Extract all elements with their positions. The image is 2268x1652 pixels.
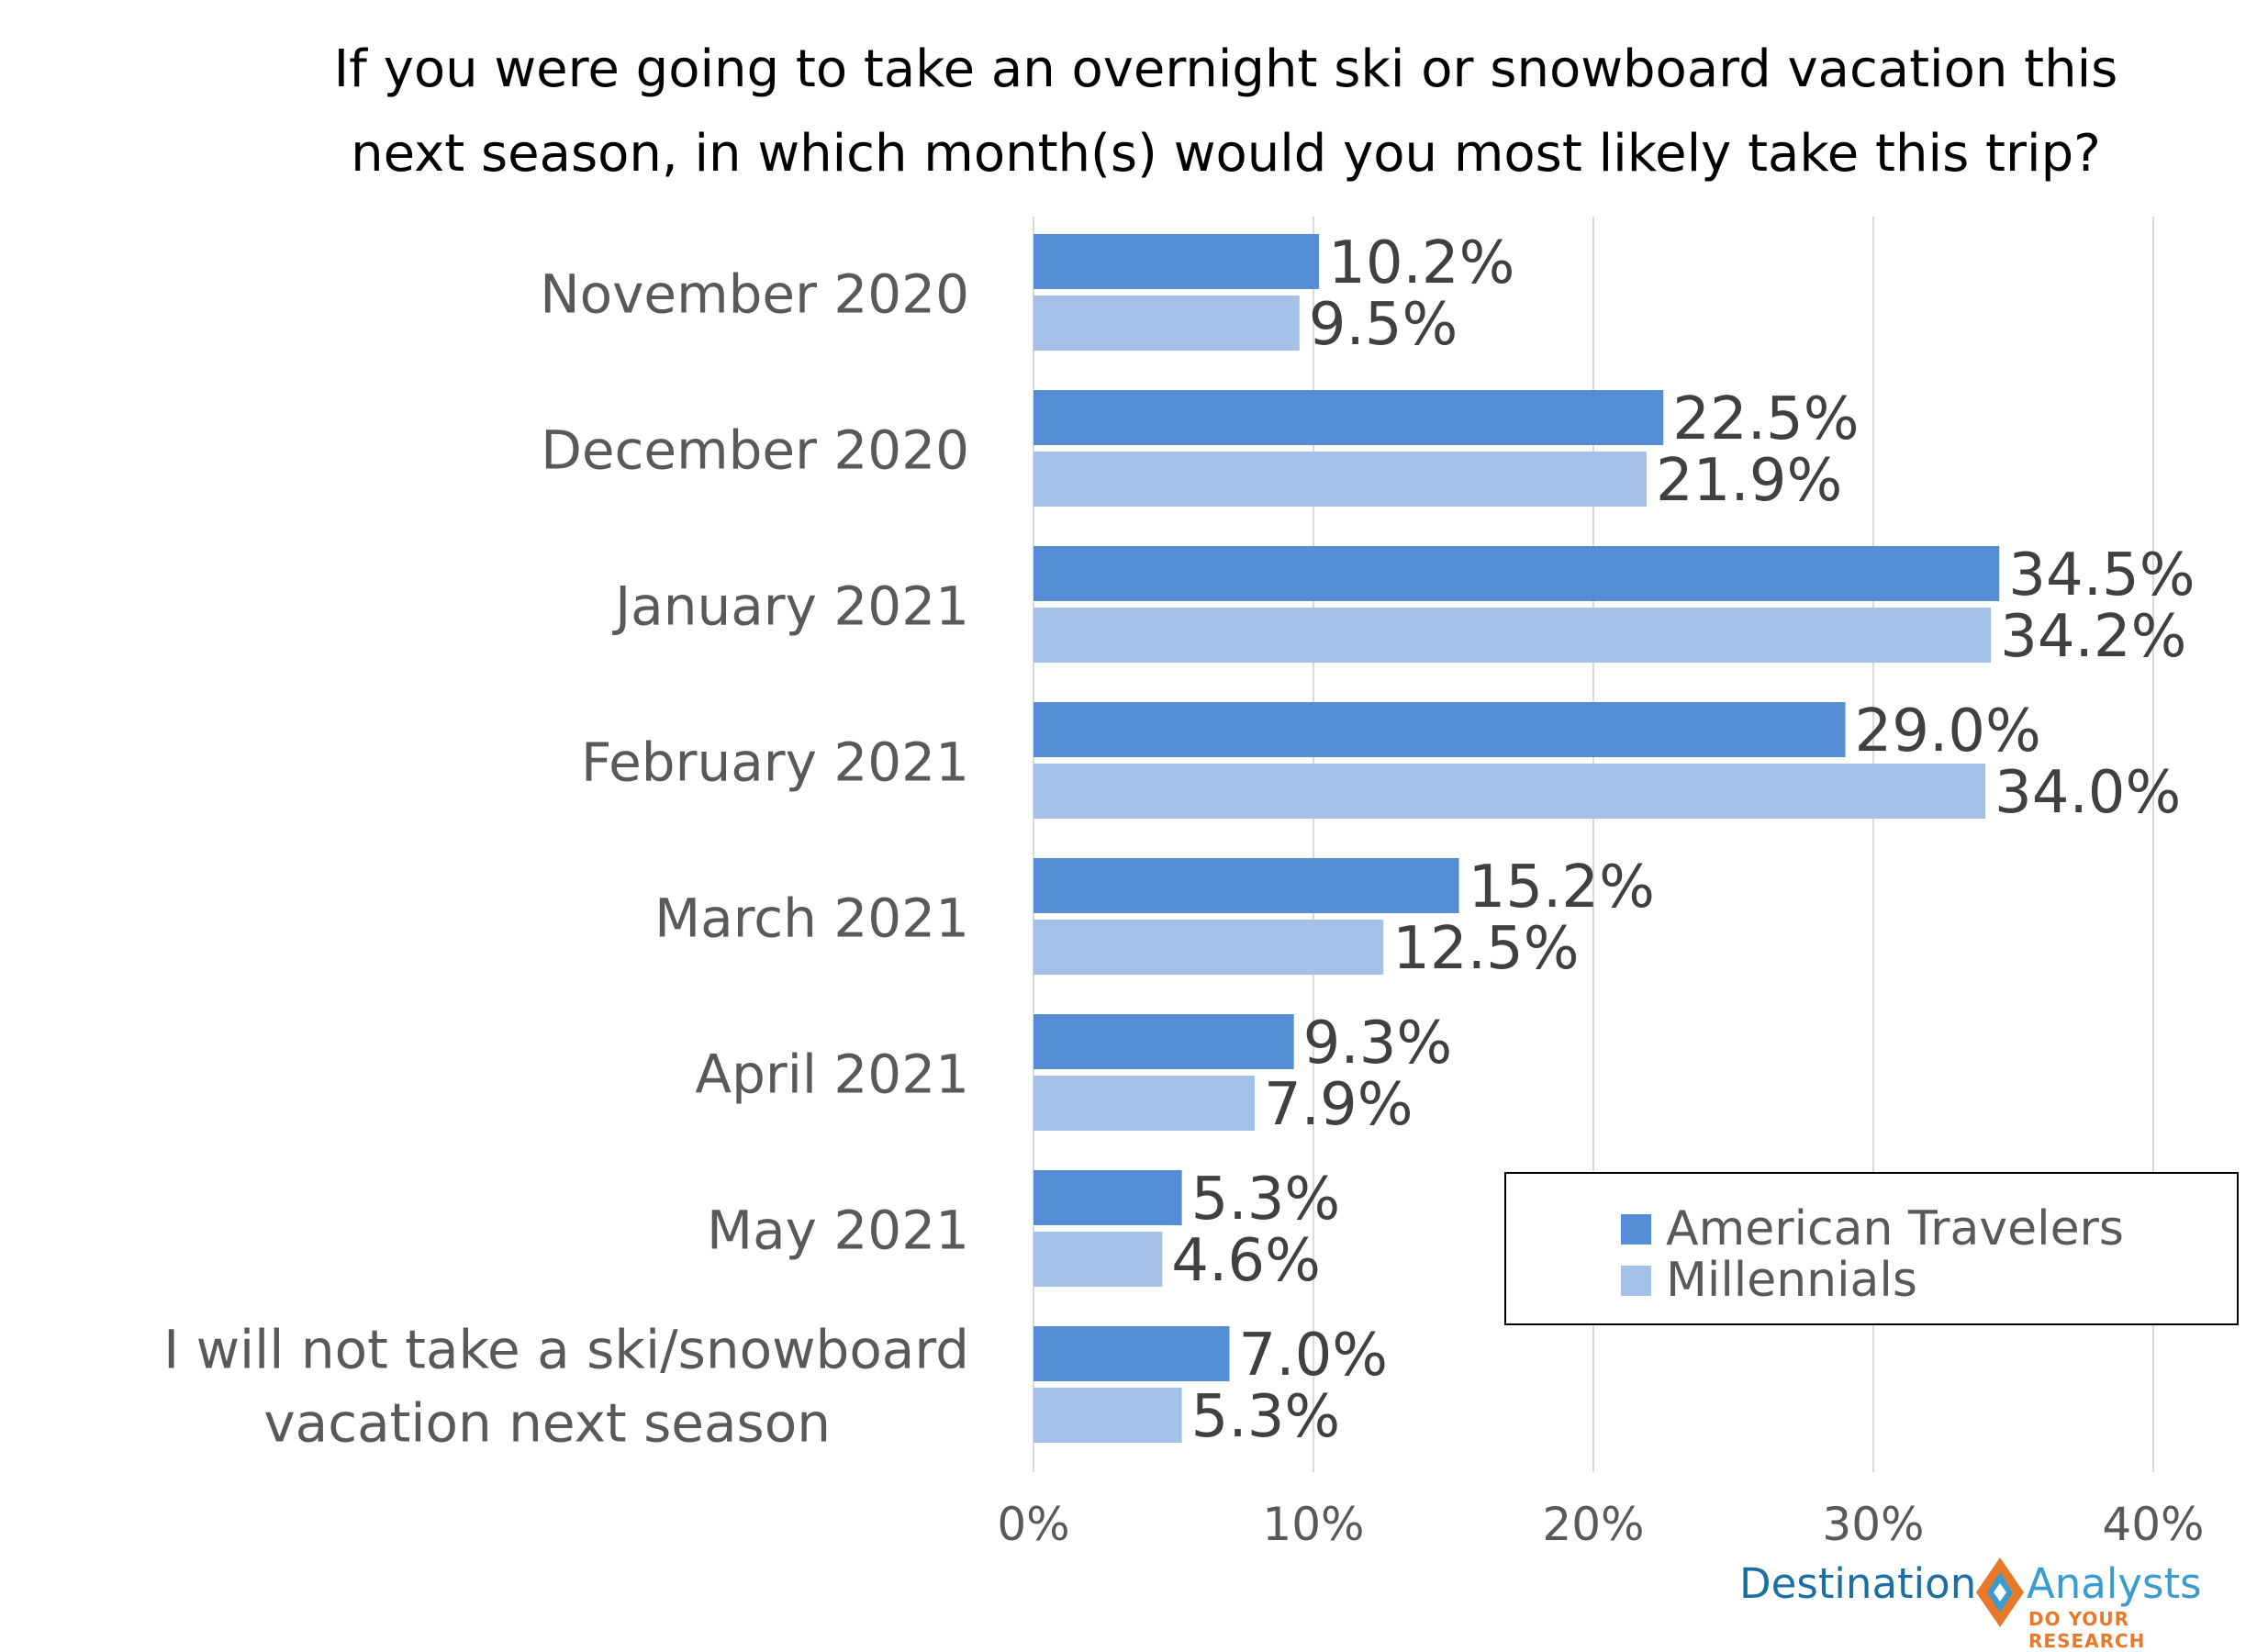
x-tick-label-0: 0% — [997, 1498, 1069, 1551]
data-label-millennials-0: 9.5% — [1309, 291, 1458, 359]
data-label-millennials-4: 12.5% — [1392, 915, 1579, 983]
category-label-1: December 2020 — [541, 419, 969, 482]
legend-item-american-travelers: American Travelers — [1621, 1201, 2124, 1256]
category-label-5-line-0: April 2021 — [695, 1044, 969, 1106]
category-label-0: November 2020 — [540, 263, 969, 326]
category-label-6-line-0: May 2021 — [707, 1200, 969, 1262]
bar-millennials-7 — [1033, 1388, 1182, 1443]
bar-millennials-5 — [1033, 1076, 1255, 1131]
legend-label-american-travelers: American Travelers — [1666, 1201, 2125, 1256]
category-label-6: May 2021 — [707, 1200, 969, 1262]
bar-millennials-3 — [1033, 764, 1985, 819]
category-label-3: February 2021 — [581, 731, 969, 794]
x-axis-tick-labels: 0% 10% 20% 30% 40% — [997, 1498, 2204, 1551]
data-label-american-travelers-5: 9.3% — [1303, 1010, 1453, 1077]
logo-diamond-icon — [1976, 1557, 2024, 1627]
bar-american-travelers-0 — [1033, 234, 1320, 289]
data-label-millennials-5: 7.9% — [1264, 1071, 1413, 1139]
category-label-3-line-0: February 2021 — [581, 731, 969, 794]
bar-american-travelers-2 — [1033, 546, 2000, 601]
bar-american-travelers-7 — [1033, 1326, 1230, 1381]
bar-american-travelers-4 — [1033, 858, 1459, 913]
data-label-american-travelers-2: 34.5% — [2008, 541, 2195, 609]
data-label-american-travelers-4: 15.2% — [1469, 854, 1655, 921]
bar-american-travelers-1 — [1033, 390, 1664, 445]
bar-american-travelers-3 — [1033, 702, 1846, 757]
x-tick-label-20: 20% — [1542, 1498, 1644, 1551]
category-labels: November 2020 December 2020 January 2021 Fe… — [163, 263, 969, 1455]
bar-millennials-1 — [1033, 452, 1647, 507]
destination-analysts-logo: Destination Analysts DO YOUR RESEARCH — [1739, 1556, 2217, 1652]
legend-label-millennials: Millennials — [1666, 1253, 1917, 1308]
bar-millennials-4 — [1033, 920, 1384, 975]
category-label-7-line-1: vacation next season — [263, 1392, 831, 1455]
data-label-american-travelers-1: 22.5% — [1672, 385, 1859, 453]
legend-item-millennials: Millennials — [1621, 1253, 1917, 1308]
data-label-millennials-6: 4.6% — [1171, 1227, 1321, 1295]
category-label-1-line-0: December 2020 — [541, 419, 969, 482]
data-label-american-travelers-6: 5.3% — [1191, 1166, 1341, 1233]
legend-swatch-millennials — [1621, 1265, 1651, 1296]
logo-tagline: DO YOUR RESEARCH — [2028, 1608, 2146, 1652]
category-label-0-line-0: November 2020 — [540, 263, 969, 326]
data-label-millennials-3: 34.0% — [1994, 759, 2181, 827]
category-label-2: January 2021 — [612, 575, 969, 638]
bar-millennials-6 — [1033, 1232, 1163, 1287]
data-label-millennials-2: 34.2% — [2000, 603, 2186, 671]
legend: American Travelers Millennials — [1504, 1172, 2239, 1325]
data-label-millennials-7: 5.3% — [1191, 1383, 1341, 1451]
legend-swatch-american-travelers — [1621, 1213, 1651, 1245]
bar-american-travelers-6 — [1033, 1170, 1182, 1225]
category-label-2-line-0: January 2021 — [612, 575, 969, 638]
category-label-4-line-0: March 2021 — [654, 887, 969, 950]
data-label-american-travelers-0: 10.2% — [1328, 229, 1514, 297]
chart-title-line-1: If you were going to take an overnight s… — [333, 39, 2118, 99]
category-label-7: I will not take a ski/snowboard vacation … — [163, 1319, 969, 1455]
bar-millennials-0 — [1033, 296, 1300, 351]
category-label-7-line-0: I will not take a ski/snowboard — [163, 1319, 969, 1381]
data-labels: 10.2%9.5% 22.5%21.9% 34.5%34.2% 29.0%34.0% 1… — [1171, 229, 2195, 1451]
chart-title-line-2: next season, in which month(s) would you… — [351, 124, 2101, 184]
x-tick-label-30: 30% — [1822, 1498, 1924, 1551]
bar-american-travelers-5 — [1033, 1014, 1294, 1069]
x-tick-label-10: 10% — [1262, 1498, 1364, 1551]
x-tick-label-40: 40% — [2102, 1498, 2204, 1551]
bars — [1033, 234, 2000, 1443]
logo-word-destination: Destination — [1739, 1559, 1977, 1608]
data-label-millennials-1: 21.9% — [1656, 447, 1842, 515]
bar-millennials-2 — [1033, 608, 1992, 663]
category-label-5: April 2021 — [695, 1044, 969, 1106]
category-label-4: March 2021 — [654, 887, 969, 950]
data-label-american-travelers-3: 29.0% — [1855, 698, 2041, 765]
logo-word-analysts: Analysts — [2027, 1559, 2202, 1608]
data-label-american-travelers-7: 7.0% — [1239, 1322, 1389, 1390]
chart-title: If you were going to take an overnight s… — [184, 28, 2268, 196]
